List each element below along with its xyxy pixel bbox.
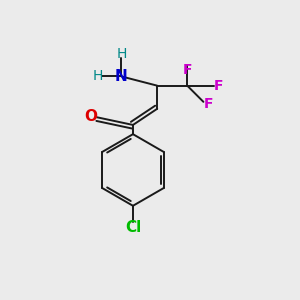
Text: Cl: Cl — [125, 220, 141, 235]
Text: H: H — [116, 47, 127, 61]
Text: H: H — [93, 69, 104, 83]
Text: O: O — [84, 109, 97, 124]
Text: N: N — [115, 69, 128, 84]
Text: F: F — [203, 97, 213, 111]
Text: F: F — [182, 63, 192, 77]
Text: F: F — [214, 79, 224, 93]
